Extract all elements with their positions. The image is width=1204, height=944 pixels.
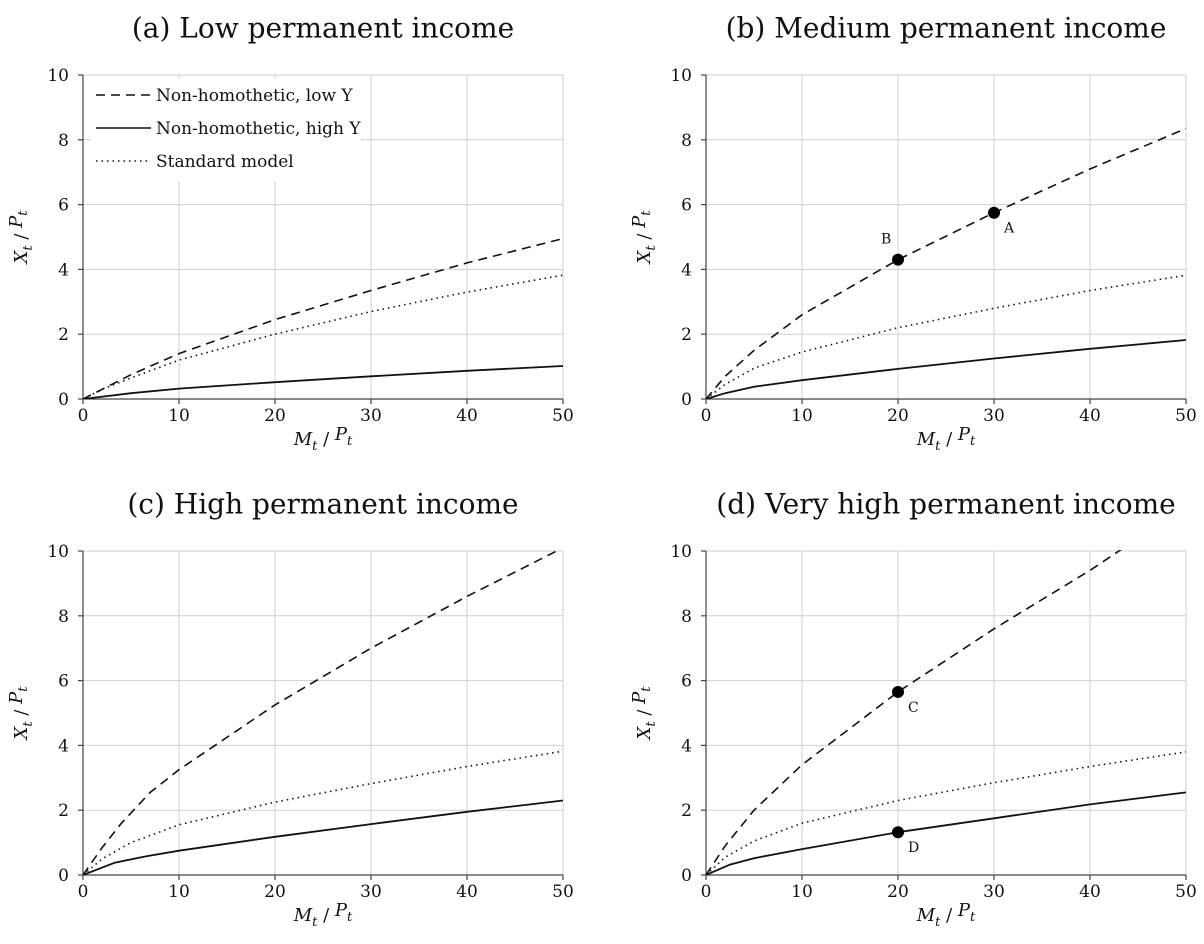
x-tick-label: 0 (701, 406, 712, 426)
x-axis-label: Mt / Pt (916, 424, 976, 454)
y-tick-label: 8 (681, 131, 692, 151)
y-tick-label: 2 (681, 801, 692, 821)
y-tick-label: 4 (58, 260, 69, 280)
y-tick-label: 8 (58, 131, 69, 151)
annotation-point (892, 685, 904, 698)
x-tick-label: 50 (552, 882, 574, 902)
x-tick-label: 40 (456, 406, 478, 426)
chart-title: (d) Very high permanent income (716, 488, 1175, 521)
series-line-dotted (83, 274, 564, 399)
chart-title: (c) High permanent income (127, 488, 518, 521)
y-tick-label: 2 (58, 801, 69, 821)
y-tick-label: 4 (58, 736, 69, 756)
y-tick-label: 10 (670, 66, 692, 86)
x-tick-label: 20 (264, 406, 286, 426)
x-tick-label: 50 (1175, 406, 1197, 426)
y-tick-label: 10 (670, 542, 692, 562)
y-tick-label: 6 (681, 196, 692, 216)
x-tick-label: 0 (78, 882, 89, 902)
series-line-solid (83, 799, 564, 875)
x-tick-label: 30 (360, 406, 382, 426)
y-tick-label: 0 (681, 866, 692, 886)
series-line-dashed (83, 550, 561, 875)
y-tick-label: 10 (47, 66, 69, 86)
y-axis-label: Xt / Pt (6, 210, 36, 266)
x-axis-label: Mt / Pt (293, 900, 353, 930)
chart-title: (a) Low permanent income (132, 12, 514, 45)
series-line-solid (706, 791, 1187, 875)
series-line-dotted (706, 751, 1187, 875)
series-line-solid (83, 365, 564, 399)
legend: Non-homothetic, low Y Non-homothetic, hig… (91, 79, 361, 181)
x-tick-label: 20 (887, 882, 909, 902)
legend-label: Non-homothetic, high Y (156, 119, 361, 139)
panel-c: (c) High permanent income 0 10 20 30 40 50 0 2 4 6… (6, 488, 574, 931)
x-tick-label: 10 (791, 406, 813, 426)
annotation-label: A (1003, 221, 1015, 237)
annotation-point (892, 253, 904, 266)
annotation-label: D (908, 840, 919, 856)
x-axis-label: Mt / Pt (293, 424, 353, 454)
y-tick-label: 0 (58, 390, 69, 410)
legend-label: Standard model (156, 152, 294, 172)
x-tick-label: 10 (791, 882, 813, 902)
chart-title: (b) Medium permanent income (726, 12, 1167, 45)
y-tick-label: 0 (681, 390, 692, 410)
y-tick-label: 8 (58, 607, 69, 627)
legend-label: Non-homothetic, low Y (156, 86, 353, 106)
x-tick-label: 40 (1079, 882, 1101, 902)
x-tick-label: 30 (360, 882, 382, 902)
x-tick-label: 50 (1175, 882, 1197, 902)
x-tick-label: 30 (983, 406, 1005, 426)
x-tick-label: 0 (701, 882, 712, 902)
y-tick-label: 4 (681, 260, 692, 280)
panel-a: (a) Low permanent income 0 10 20 30 40 50 0 2 4 6 8… (6, 12, 574, 455)
series-line-dotted (83, 750, 564, 875)
x-axis-label: Mt / Pt (916, 900, 976, 930)
x-tick-label: 20 (887, 406, 909, 426)
y-axis-label: Xt / Pt (629, 210, 659, 266)
x-tick-label: 50 (552, 406, 574, 426)
y-tick-label: 4 (681, 736, 692, 756)
x-tick-label: 0 (78, 406, 89, 426)
y-tick-label: 8 (681, 607, 692, 627)
y-tick-label: 2 (58, 325, 69, 345)
y-tick-label: 0 (58, 866, 69, 886)
y-tick-label: 10 (47, 542, 69, 562)
series-line-solid (706, 339, 1187, 399)
annotation-point (892, 826, 904, 839)
legend-background (91, 79, 361, 181)
y-tick-label: 6 (681, 672, 692, 692)
series-line-dotted (706, 274, 1187, 399)
series-line-dashed (706, 127, 1187, 399)
y-tick-label: 6 (58, 672, 69, 692)
annotation-label: C (908, 700, 919, 716)
y-tick-label: 2 (681, 325, 692, 345)
series-line-dashed (83, 237, 564, 399)
annotation-label: B (881, 232, 891, 248)
x-tick-label: 30 (983, 882, 1005, 902)
x-tick-label: 40 (456, 882, 478, 902)
y-tick-label: 6 (58, 196, 69, 216)
x-tick-label: 10 (168, 882, 190, 902)
y-axis-label: Xt / Pt (629, 686, 659, 742)
annotation-point (988, 206, 1000, 219)
y-axis-label: Xt / Pt (6, 686, 36, 742)
x-tick-label: 10 (168, 406, 190, 426)
x-tick-label: 40 (1079, 406, 1101, 426)
panel-b: (b) Medium permanent income 0 10 20 30 40 50 0 2… (629, 12, 1197, 455)
x-tick-label: 20 (264, 882, 286, 902)
